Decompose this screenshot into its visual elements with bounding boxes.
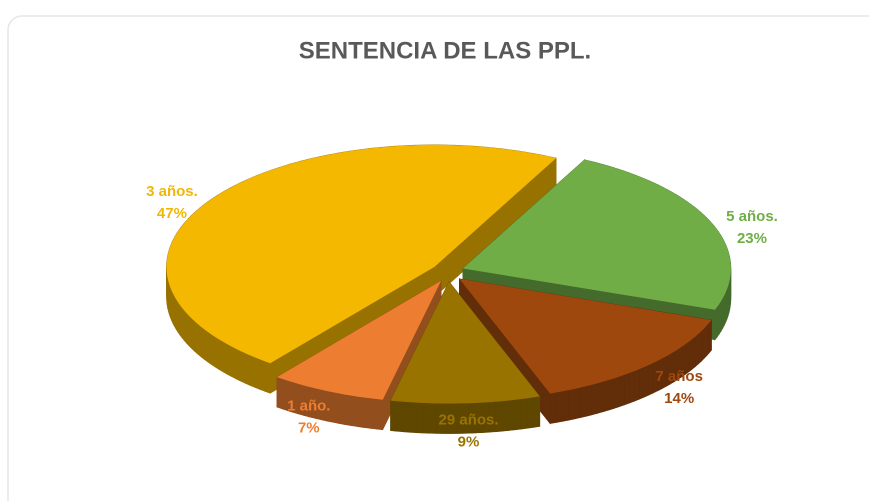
slice-wall: [181, 306, 185, 342]
slice-wall: [562, 389, 569, 422]
slice-wall: [249, 354, 256, 388]
pie-slice: [459, 278, 712, 394]
data-label-category: 29 años.: [439, 412, 499, 429]
data-label-value: 47%: [157, 205, 187, 222]
data-label-value: 14%: [664, 390, 694, 407]
slice-wall: [643, 364, 650, 398]
slice-wall: [706, 322, 710, 357]
slice-wall: [708, 319, 712, 354]
slice-wall: [692, 335, 696, 370]
pie-slice: [166, 144, 557, 364]
slice-wall: [403, 401, 411, 433]
pie-slice: [462, 159, 731, 310]
slice-wall: [585, 384, 592, 417]
slice-wall: [235, 348, 241, 382]
slice-wall: [222, 341, 228, 375]
data-label-value: 23%: [737, 230, 767, 247]
slice-wall: [409, 401, 417, 433]
slice-wall: [338, 393, 346, 425]
slice-wall: [514, 398, 522, 431]
slice-wall: [231, 346, 237, 380]
slice-wall: [429, 402, 437, 434]
data-label-category: 3 años.: [146, 183, 198, 200]
slice-wall: [520, 397, 528, 430]
slice-wall: [568, 388, 575, 421]
data-label-value: 9%: [458, 434, 480, 451]
slice-wall: [211, 334, 216, 368]
slice-wall: [613, 376, 620, 409]
slice-wall: [218, 338, 224, 373]
slice-wall: [714, 306, 718, 341]
slice-wall: [591, 382, 598, 416]
data-label-value: 7%: [298, 420, 320, 437]
slice-wall: [259, 358, 266, 392]
slice-wall: [507, 399, 515, 431]
slice-wall: [639, 366, 645, 400]
slice-wall: [698, 330, 702, 365]
slice-wall: [501, 400, 509, 432]
slice-wall: [350, 395, 358, 427]
slice-wall: [188, 315, 193, 350]
slice-wall: [526, 397, 534, 429]
slice-wall: [179, 303, 183, 339]
slice-wall: [701, 327, 705, 362]
slice-wall: [416, 402, 424, 434]
slice-wall: [186, 312, 190, 347]
slice-wall: [344, 394, 352, 426]
data-label-category: 5 años.: [726, 208, 778, 225]
slice-wall: [688, 338, 693, 373]
slice-wall: [194, 320, 199, 355]
data-label-category: 1 año.: [287, 398, 330, 415]
slice-wall: [200, 326, 205, 361]
slice-wall: [716, 303, 720, 338]
slice-wall: [634, 368, 640, 402]
slice-wall: [183, 309, 187, 345]
slice-wall: [422, 402, 430, 434]
pie-slice: [390, 281, 540, 404]
slice-wall: [608, 378, 615, 411]
slice-wall: [191, 318, 196, 353]
slice-wall: [357, 396, 365, 428]
slice-wall: [363, 397, 371, 429]
slice-wall: [573, 387, 581, 420]
slice-wall: [332, 391, 340, 424]
slice-wall: [533, 396, 541, 428]
slice-wall: [376, 398, 384, 431]
slice-wall: [597, 381, 604, 414]
slice-wall: [227, 343, 232, 378]
slice-wall: [629, 370, 635, 404]
slice-wall: [624, 372, 630, 406]
slice-wall: [618, 374, 625, 408]
slice-wall: [602, 379, 609, 413]
slice-wall: [369, 397, 377, 430]
slice-wall: [215, 336, 220, 371]
slice-wall: [648, 362, 654, 396]
slice-wall: [555, 391, 563, 423]
slice-wall: [244, 352, 251, 386]
slice-wall: [207, 331, 212, 366]
slice-wall: [695, 333, 699, 368]
pie-slice: [276, 280, 442, 400]
data-label-category: 7 años: [655, 368, 703, 385]
slice-wall: [549, 392, 557, 424]
slice-wall: [264, 360, 271, 394]
slice-wall: [240, 350, 246, 384]
slice-wall: [197, 323, 202, 358]
slice-wall: [703, 324, 708, 360]
slice-wall: [579, 385, 587, 419]
slice-wall: [254, 356, 261, 390]
chart-title: SENTENCIA DE LAS PPL.: [299, 37, 591, 64]
slice-wall: [204, 328, 209, 363]
